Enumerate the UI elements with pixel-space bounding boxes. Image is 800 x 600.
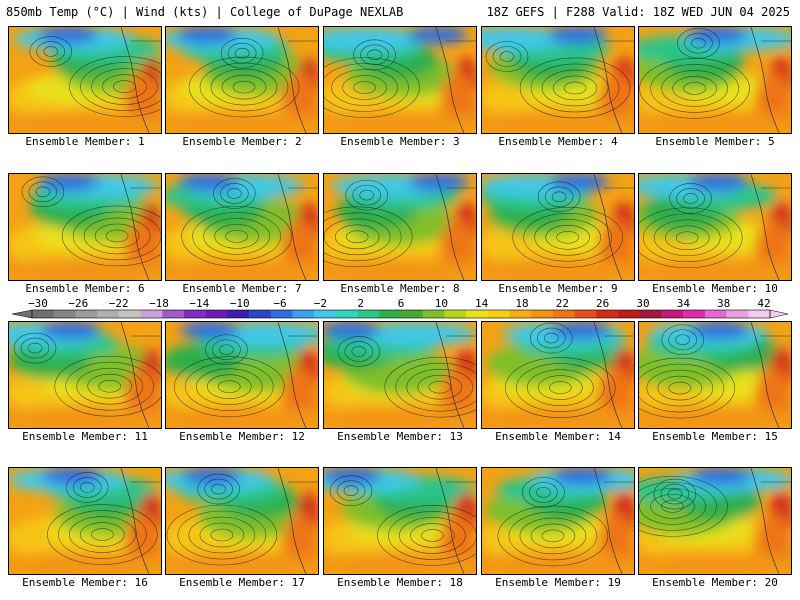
colorbar-swatch [509,310,532,318]
colorbar-tick-label: −14 [189,297,210,310]
ensemble-member-map [638,321,792,429]
colorbar-swatch [466,310,489,318]
colorbar-swatch [292,310,315,318]
colorbar-tick-label: −22 [108,297,129,310]
map-title: 850mb Temp (°C) | Wind (kts) | College o… [6,5,404,19]
ensemble-member-caption: Ensemble Member: 19 [495,576,621,589]
ensemble-member-map [323,467,477,575]
ensemble-member-map [8,173,162,281]
colorbar-swatch [118,310,141,318]
ensemble-member-map [165,173,319,281]
colorbar-swatch [249,310,272,318]
ensemble-member-map [323,26,477,134]
ensemble-member-caption: Ensemble Member: 3 [340,135,460,148]
colorbar-tick-label: −30 [28,297,48,310]
colorbar-tick-label: 30 [636,297,650,310]
ensemble-member-caption: Ensemble Member: 11 [22,430,148,443]
colorbar-swatch [335,310,358,318]
colorbar-swatch [270,310,293,318]
colorbar-swatch [683,310,706,318]
colorbar-swatch [379,310,402,318]
colorbar-tick-label: 22 [555,297,569,310]
colorbar-arrow-high [769,309,789,319]
ensemble-member-map [481,26,635,134]
colorbar-tick-label: 42 [757,297,771,310]
colorbar-tick-label: 10 [434,297,448,310]
ensemble-member-caption: Ensemble Member: 10 [652,282,778,295]
colorbar-swatch [162,310,185,318]
ensemble-member-caption: Ensemble Member: 20 [652,576,778,589]
ensemble-member-map [481,173,635,281]
colorbar-tick-label: 18 [515,297,529,310]
colorbar-swatch [704,310,727,318]
colorbar-swatch [140,310,163,318]
colorbar-swatch [726,310,749,318]
ensemble-member-caption: Ensemble Member: 13 [337,430,463,443]
ensemble-member-caption: Ensemble Member: 1 [25,135,145,148]
ensemble-member-caption: Ensemble Member: 17 [179,576,305,589]
colorbar-tick-label: −10 [229,297,250,310]
colorbar-swatch [618,310,641,318]
colorbar-tick-label: 38 [717,297,731,310]
ensemble-member-caption: Ensemble Member: 18 [337,576,463,589]
ensemble-member-map [638,173,792,281]
ensemble-member-caption: Ensemble Member: 14 [495,430,621,443]
colorbar-tick-label: 6 [397,297,405,310]
ensemble-member-caption: Ensemble Member: 8 [340,282,460,295]
colorbar-swatch [596,310,619,318]
ensemble-member-map [323,321,477,429]
colorbar-swatch [639,310,662,318]
colorbar-arrow-low [11,309,33,319]
colorbar-swatch [401,310,424,318]
colorbar-swatch [444,310,467,318]
colorbar-tick-label: −18 [149,297,169,310]
ensemble-member-map [481,321,635,429]
colorbar-swatch [75,310,98,318]
ensemble-member-map [8,321,162,429]
colorbar-swatch [574,310,597,318]
ensemble-member-caption: Ensemble Member: 2 [182,135,302,148]
colorbar-swatch [32,310,55,318]
ensemble-member-caption: Ensemble Member: 7 [182,282,302,295]
colorbar-swatch [227,310,250,318]
colorbar-swatch [183,310,206,318]
model-run-info: 18Z GEFS | F288 Valid: 18Z WED JUN 04 20… [486,5,790,19]
colorbar-tick-label: −2 [313,297,327,310]
ensemble-member-caption: Ensemble Member: 15 [652,430,778,443]
temperature-colorbar [11,309,789,319]
colorbar-tick-label: 2 [357,297,364,310]
ensemble-member-caption: Ensemble Member: 4 [498,135,618,148]
ensemble-member-caption: Ensemble Member: 6 [25,282,145,295]
ensemble-member-caption: Ensemble Member: 16 [22,576,148,589]
colorbar-tick-label: 14 [475,297,489,310]
colorbar-swatch [748,310,771,318]
colorbar-swatch [205,310,228,318]
colorbar-tick-label: 34 [676,297,690,310]
ensemble-member-map [8,26,162,134]
colorbar-tick-label: 26 [596,297,610,310]
ensemble-member-map [165,321,319,429]
colorbar-swatch [661,310,684,318]
ensemble-member-map [638,467,792,575]
ensemble-member-map [165,467,319,575]
ensemble-member-map [8,467,162,575]
colorbar-swatch [53,310,76,318]
colorbar-swatch [314,310,337,318]
colorbar-swatch [531,310,554,318]
ensemble-member-map [323,173,477,281]
ensemble-member-caption: Ensemble Member: 12 [179,430,305,443]
ensemble-member-map [638,26,792,134]
colorbar-swatch [552,310,575,318]
ensemble-member-caption: Ensemble Member: 5 [655,135,775,148]
colorbar-tick-label: −6 [273,297,287,310]
colorbar-tick-label: −26 [68,297,89,310]
colorbar-swatch [97,310,120,318]
colorbar-swatch [487,310,510,318]
ensemble-member-map [481,467,635,575]
ensemble-member-map [165,26,319,134]
colorbar-swatch [357,310,380,318]
ensemble-member-caption: Ensemble Member: 9 [498,282,618,295]
colorbar-swatch [422,310,445,318]
